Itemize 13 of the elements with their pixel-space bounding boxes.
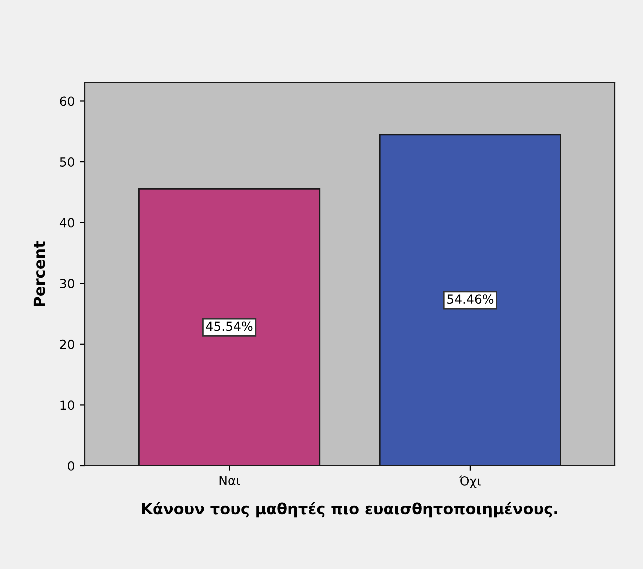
- y-tick-label: 30: [60, 279, 74, 289]
- y-tick-label: 20: [60, 340, 74, 350]
- y-tick-label: 0: [68, 461, 74, 471]
- y-tick-label: 10: [60, 400, 74, 410]
- y-tick-label: 60: [60, 96, 74, 106]
- y-axis-title: Percent: [34, 242, 46, 306]
- x-axis-title: Κάνουν τους μαθητές πιο ευαισθητοποιημένους.: [142, 502, 558, 518]
- x-tick-label: Ναι: [220, 476, 240, 486]
- y-tick-label: 40: [60, 218, 74, 228]
- y-tick-label: 50: [60, 158, 74, 167]
- x-tick-label: Όχι: [460, 476, 481, 488]
- data-label: 54.46%: [448, 294, 494, 304]
- data-label: 45.54%: [206, 322, 253, 332]
